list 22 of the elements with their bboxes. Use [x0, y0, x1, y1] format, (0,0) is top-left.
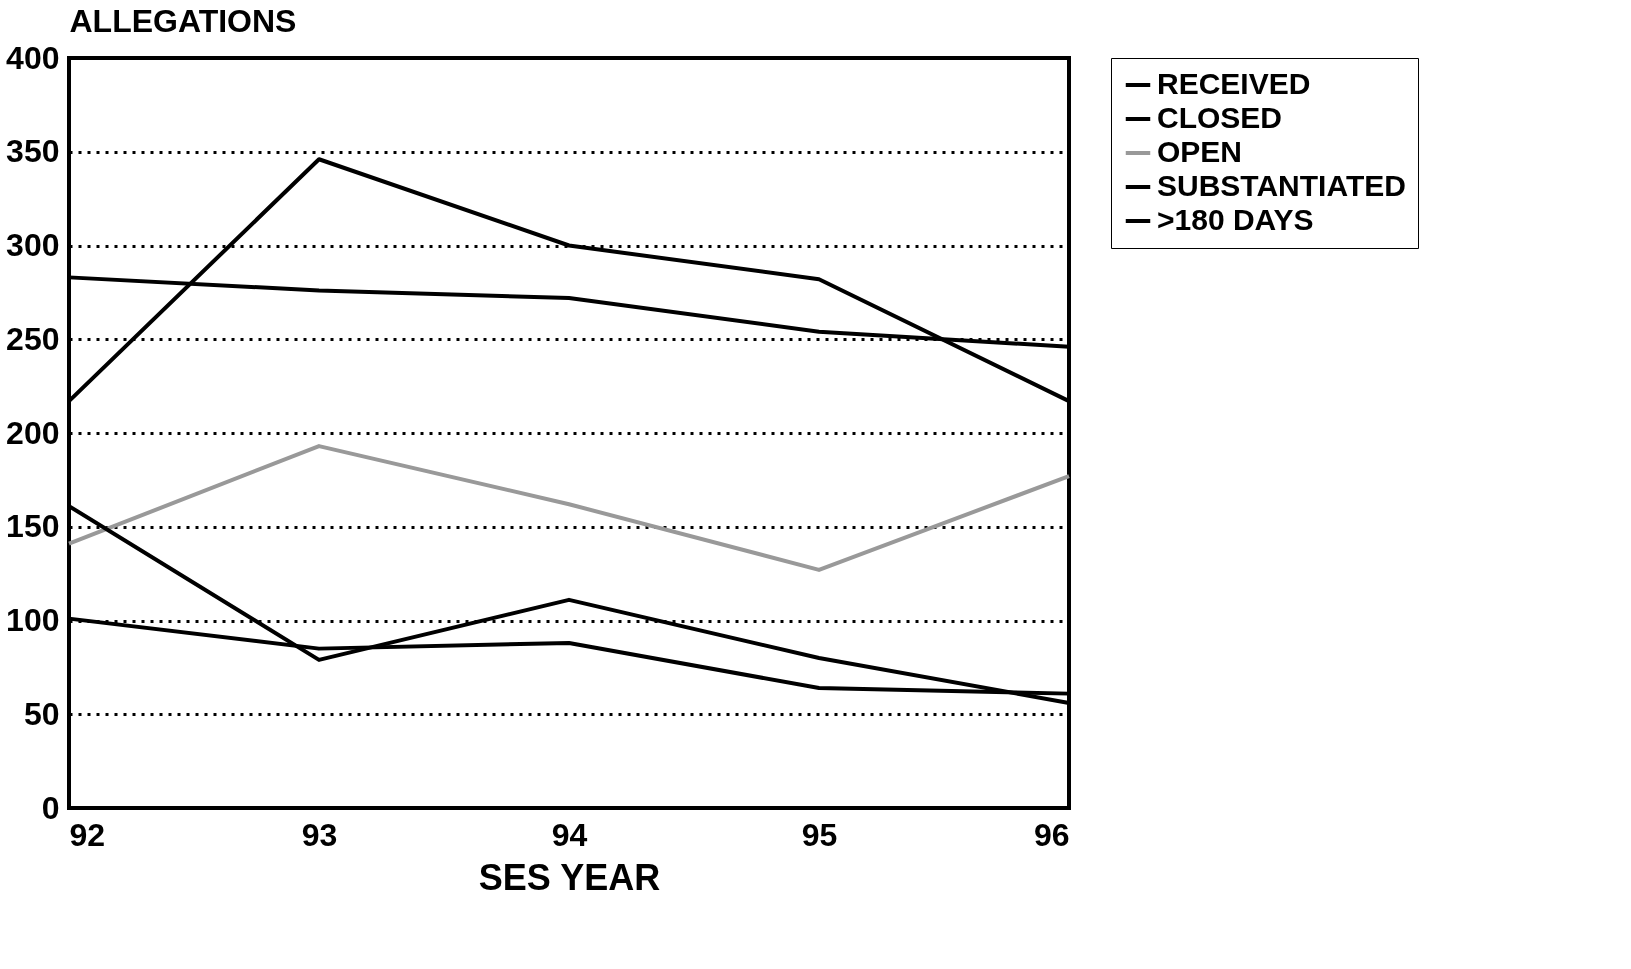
- y-tick-label: 50: [23, 695, 60, 732]
- x-tick-label: 94: [551, 816, 588, 853]
- y-tick-label: 250: [6, 320, 60, 357]
- x-tick-label: 96: [1033, 816, 1070, 853]
- y-tick-label: 0: [41, 789, 60, 826]
- x-axis-title: SES YEAR: [478, 856, 661, 898]
- y-axis-title: ALLEGATIONS: [69, 2, 297, 39]
- legend-label: SUBSTANTIATED: [1157, 169, 1406, 202]
- x-tick-label: 95: [801, 816, 838, 853]
- line-series: [67, 444, 1071, 572]
- y-tick-label: 400: [6, 39, 60, 76]
- y-tick-label: 350: [6, 133, 60, 170]
- legend-label: RECEIVED: [1157, 67, 1311, 100]
- legend-label: CLOSED: [1157, 101, 1283, 134]
- y-tick-label: 150: [6, 508, 60, 545]
- x-tick-label: 93: [301, 816, 338, 853]
- x-tick-label: 92: [69, 816, 106, 853]
- y-tick-label: 300: [6, 227, 60, 263]
- legend-label: OPEN: [1157, 135, 1243, 168]
- legend-label: >180 DAYS: [1157, 203, 1314, 236]
- y-tick-label: 100: [6, 602, 60, 638]
- y-tick-label: 200: [6, 414, 60, 451]
